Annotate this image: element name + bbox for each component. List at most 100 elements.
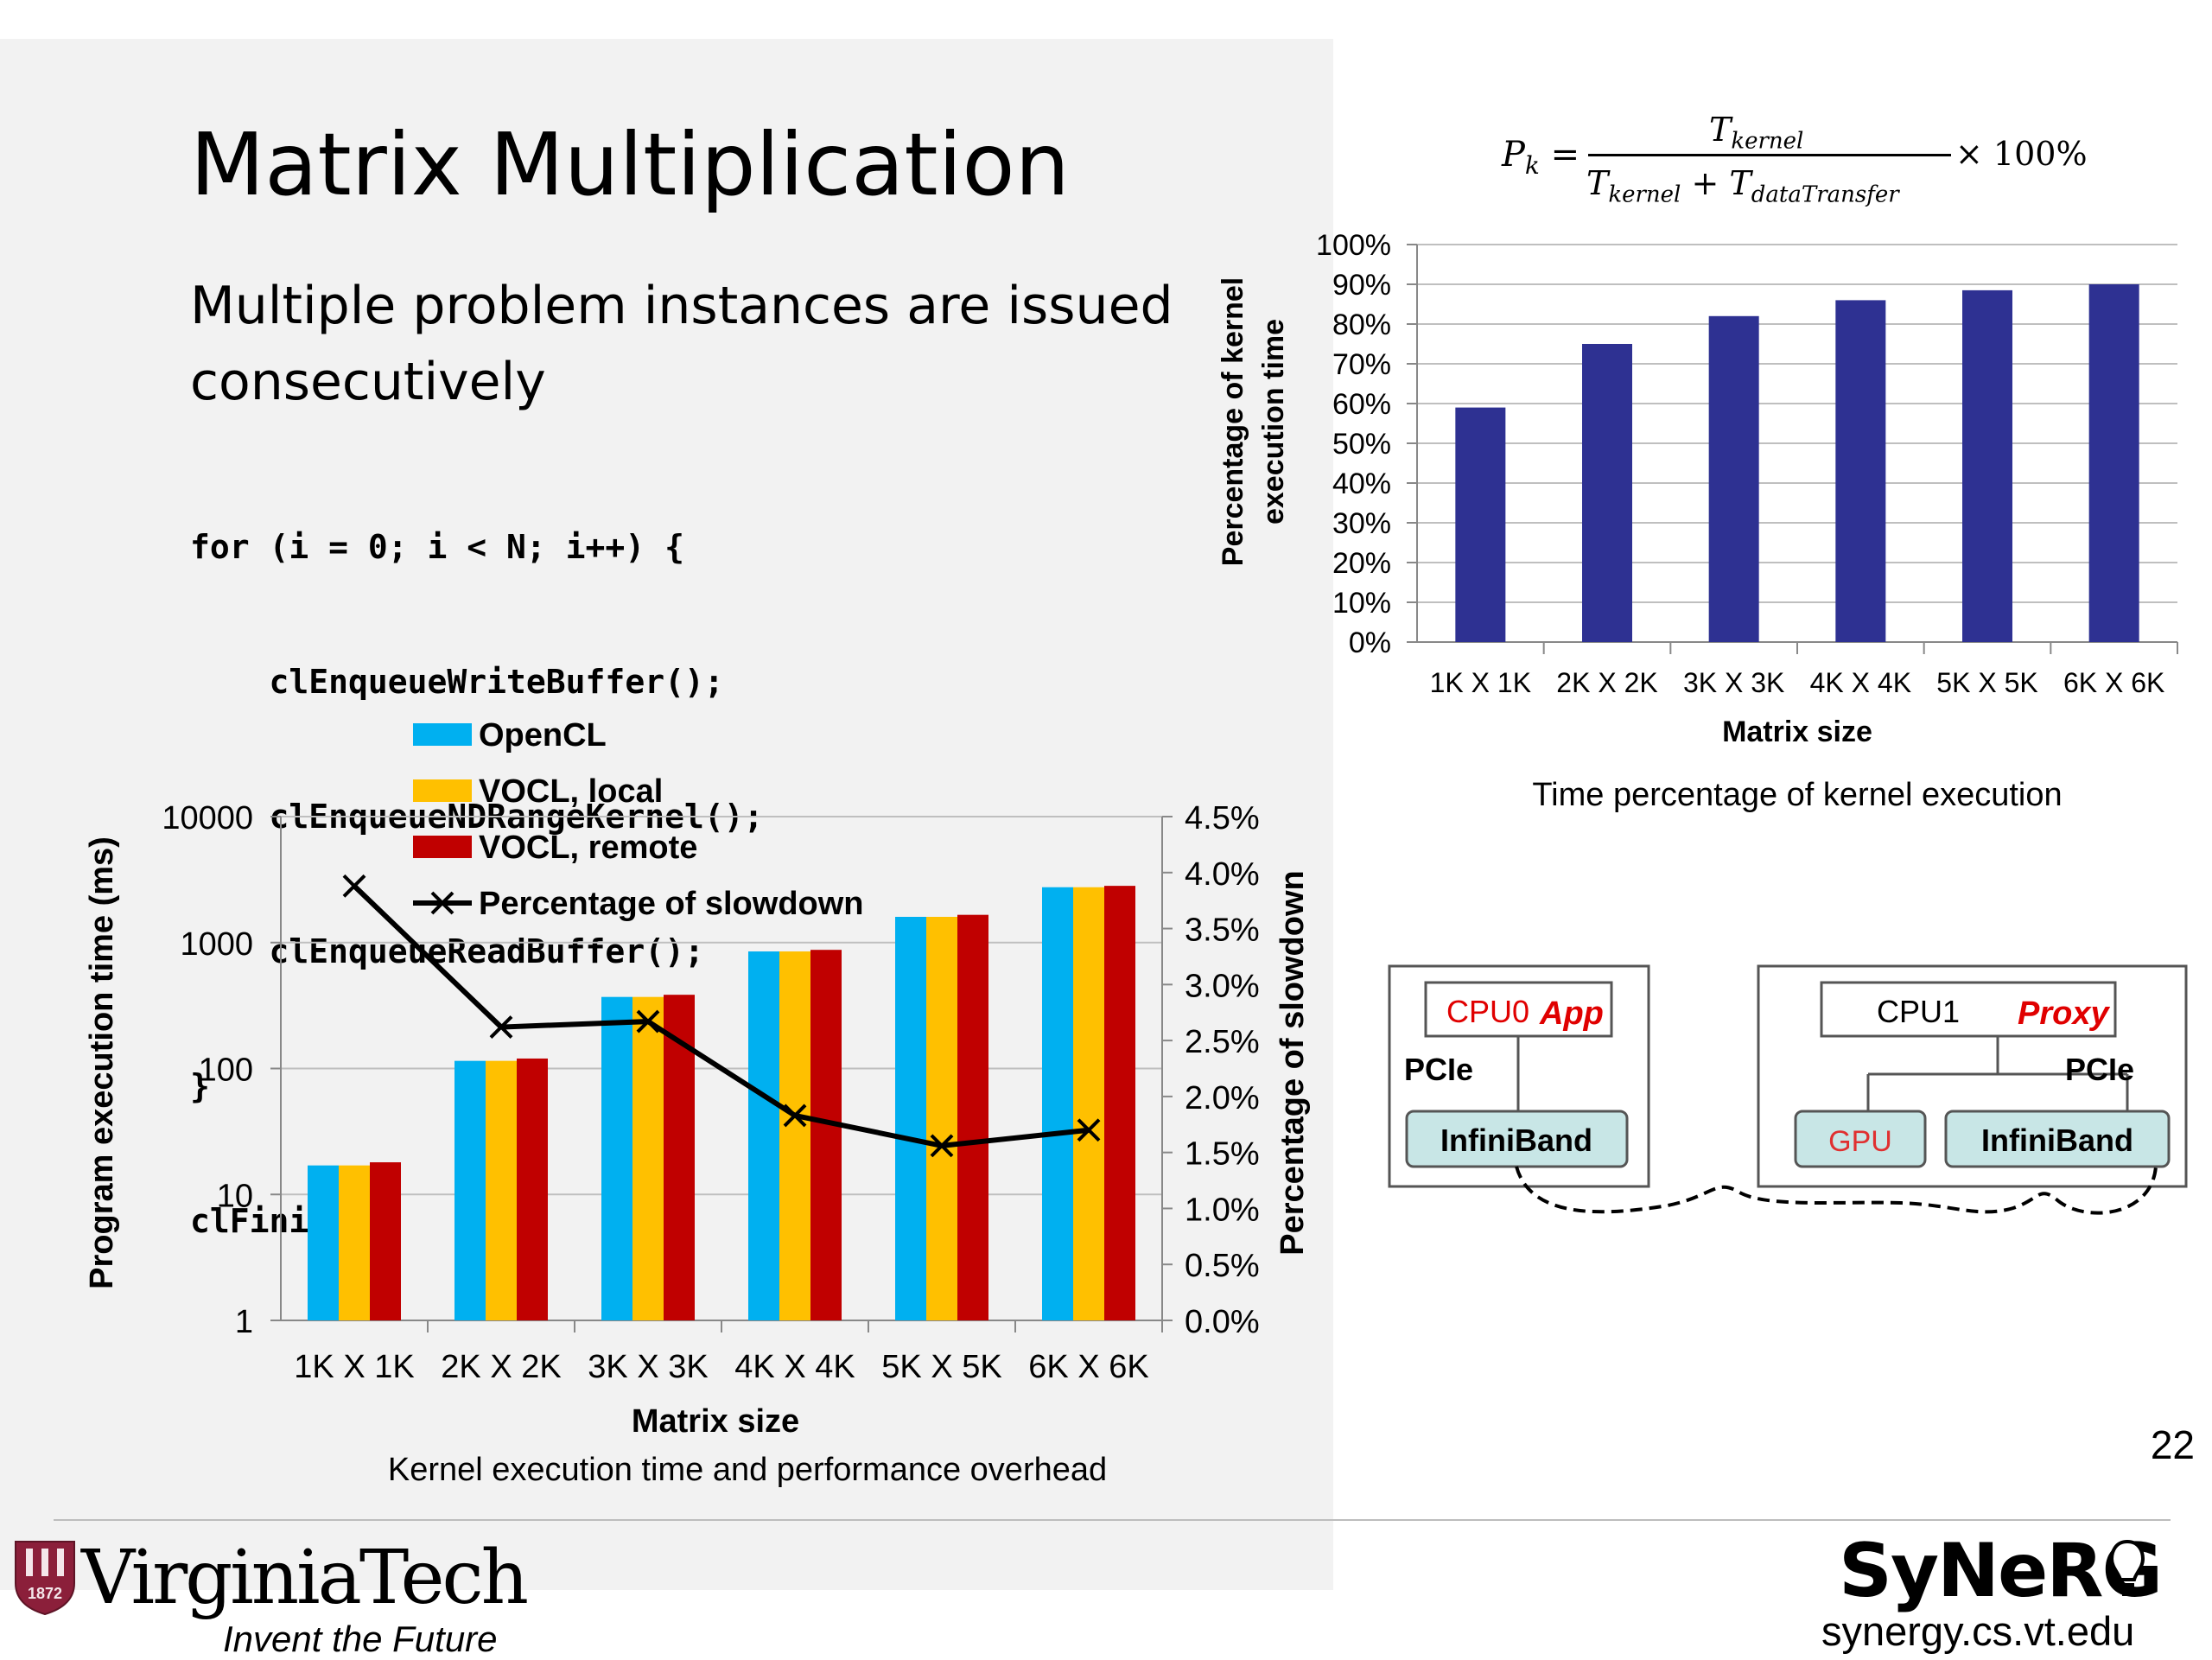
bar xyxy=(339,1165,370,1320)
slide-subtitle: Multiple problem instances are issued co… xyxy=(190,276,1173,412)
formula-den-a-sub: kernel xyxy=(1608,181,1681,208)
y2-tick-label: 3.0% xyxy=(1185,968,1260,1004)
virginia-tech-logo-text: VirginiaTech xyxy=(81,1535,529,1621)
legend-marker xyxy=(430,891,454,915)
y-tick-label: 1 xyxy=(235,1304,253,1340)
y2-tick-label: 4.5% xyxy=(1185,800,1260,836)
x-tick-label: 5K X 5K xyxy=(881,1349,1001,1385)
chart-caption: Kernel execution time and performance ov… xyxy=(388,1452,1107,1488)
page-number: 22 xyxy=(2150,1422,2195,1467)
slowdown-point xyxy=(342,874,366,898)
bar xyxy=(454,1060,486,1320)
formula-den-b: T xyxy=(1729,164,1751,202)
x-tick-label: 3K X 3K xyxy=(588,1349,708,1385)
code-line: clEnqueueWriteBuffer(); xyxy=(190,663,724,701)
gpu-label: GPU xyxy=(1828,1125,1892,1158)
slowdown-line xyxy=(352,884,1090,1148)
y2-tick-label: 1.5% xyxy=(1185,1136,1260,1173)
bar xyxy=(1104,886,1135,1320)
y2-tick-label: 2.0% xyxy=(1185,1080,1260,1116)
bar xyxy=(926,916,957,1320)
code-line: for (i = 0; i < N; i++) { xyxy=(190,528,684,566)
formula-lhs: P xyxy=(1502,135,1525,175)
legend-swatch xyxy=(413,779,472,802)
y2-tick-label: 0.5% xyxy=(1185,1248,1260,1284)
cpu1-label: CPU1 xyxy=(1877,994,1960,1029)
formula-lhs-sub: k xyxy=(1524,151,1540,180)
bar xyxy=(632,996,664,1320)
bar xyxy=(308,1165,339,1320)
app-label: App xyxy=(1539,995,1604,1032)
y-tick-label: 100 xyxy=(199,1053,253,1089)
virginia-tech-tagline: Invent the Future xyxy=(223,1619,498,1659)
bar xyxy=(517,1058,548,1320)
bar xyxy=(601,996,632,1320)
slide-title: Matrix Multiplication xyxy=(190,114,1070,215)
bar xyxy=(486,1060,517,1320)
slowdown-point xyxy=(930,1134,954,1158)
pcie-label-left: PCIe xyxy=(1404,1052,1473,1087)
synergy-logo-text: SyNeRG xyxy=(1839,1528,2163,1614)
legend-label: VOCL, remote xyxy=(479,830,697,866)
formula-den-b-sub: dataTransfer xyxy=(1751,181,1899,208)
slowdown-point xyxy=(783,1103,807,1128)
legend-label: Percentage of slowdown xyxy=(479,886,864,922)
legend-swatch xyxy=(413,836,472,858)
bar xyxy=(779,951,810,1320)
slowdown-point xyxy=(489,1015,513,1039)
bar xyxy=(370,1162,401,1320)
x-axis-title: Matrix size xyxy=(632,1403,799,1440)
bar xyxy=(895,916,926,1320)
code-line: clEnqueueReadBuffer(); xyxy=(190,932,704,970)
network-link xyxy=(1515,1166,2158,1215)
bar xyxy=(957,914,988,1320)
footer-divider xyxy=(54,1519,2171,1521)
x-tick-label: 1K X 1K xyxy=(294,1349,414,1385)
bar xyxy=(748,951,779,1320)
synergy-url: synergy.cs.vt.edu xyxy=(1821,1608,2135,1654)
y-tick-label: 1000 xyxy=(180,926,253,963)
formula-numerator: T xyxy=(1709,111,1732,149)
lightbulb-icon xyxy=(2109,1539,2145,1596)
legend-label: OpenCL xyxy=(479,717,607,754)
x-tick-label: 4K X 4K xyxy=(734,1349,855,1385)
y2-tick-label: 3.5% xyxy=(1185,913,1260,949)
y2-tick-label: 0.0% xyxy=(1185,1304,1260,1340)
bar xyxy=(1042,887,1073,1320)
legend-label: VOCL, local xyxy=(479,773,663,810)
y-axis-title: Program execution time (ms) xyxy=(84,836,120,1289)
slowdown-point xyxy=(1077,1118,1101,1142)
y2-tick-label: 1.0% xyxy=(1185,1192,1260,1228)
x-tick-label: 6K X 6K xyxy=(1028,1349,1148,1385)
fraction-bar xyxy=(1588,154,1951,156)
formula-numerator-sub: kernel xyxy=(1731,128,1804,155)
pcie-label-right: PCIe xyxy=(2065,1052,2134,1087)
y2-axis-title: Percentage of slowdown xyxy=(1274,870,1311,1256)
slowdown-point xyxy=(636,1009,660,1034)
formula-plus: + xyxy=(1691,164,1719,202)
bar xyxy=(1073,887,1104,1320)
cpu0-box xyxy=(1424,981,1613,1038)
formula-den-a: T xyxy=(1586,164,1609,202)
formula-suffix: × 100% xyxy=(1955,135,2088,173)
proxy-label: Proxy xyxy=(2018,995,2110,1032)
cpu1-box xyxy=(1820,981,2117,1038)
gpu-box xyxy=(1794,1110,1927,1168)
bar xyxy=(810,950,842,1320)
y2-tick-label: 2.5% xyxy=(1185,1024,1260,1060)
infiniband-label-left: InfiniBand xyxy=(1440,1123,1592,1158)
y-tick-label: 10 xyxy=(217,1178,253,1214)
virginia-tech-year: 1872 xyxy=(28,1585,62,1602)
x-tick-label: 2K X 2K xyxy=(441,1349,561,1385)
infiniband-box-right xyxy=(1944,1110,2171,1168)
architecture-diagram: CPU0 App PCIe InfiniBand CPU1 Proxy PCIe… xyxy=(1388,964,2188,1215)
virginia-tech-shield-icon: 1872 xyxy=(15,1541,75,1616)
y2-tick-label: 4.0% xyxy=(1185,856,1260,893)
y-tick-label: 10000 xyxy=(162,800,253,836)
content-panel xyxy=(0,39,1333,1590)
legend-swatch xyxy=(413,723,472,746)
code-line: } xyxy=(190,1067,210,1105)
infiniband-label-right: InfiniBand xyxy=(1981,1123,2133,1158)
cpu0-label: CPU0 xyxy=(1446,994,1529,1029)
